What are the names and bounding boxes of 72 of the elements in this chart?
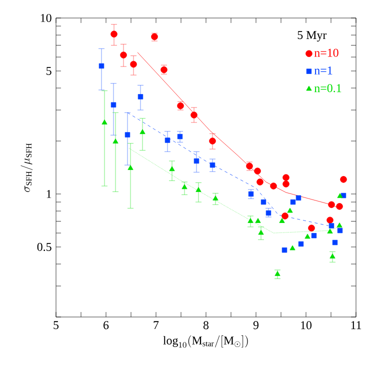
- point: [298, 241, 304, 247]
- point: [110, 30, 118, 38]
- point: [282, 174, 290, 181]
- point: [210, 162, 216, 168]
- x-axis-title: $\log_{10}(\mathrm{M_{star}}/[\mathrm{M}_\odot])$: [163, 335, 248, 348]
- point: [190, 112, 198, 118]
- point: [287, 208, 293, 213]
- point: [120, 52, 127, 58]
- point: [332, 240, 338, 246]
- legend-title: 5 Myr: [298, 31, 327, 42]
- point: [270, 182, 277, 190]
- point: [304, 234, 310, 239]
- point: [140, 129, 146, 134]
- point: [328, 201, 335, 208]
- x-tick-label: 8: [203, 321, 209, 330]
- point: [326, 216, 334, 224]
- point: [102, 120, 108, 124]
- point: [138, 94, 144, 100]
- point: [110, 102, 116, 108]
- point: [112, 138, 118, 144]
- point: [290, 245, 296, 250]
- point: [248, 218, 254, 223]
- point: [254, 168, 261, 174]
- point: [164, 138, 170, 143]
- y-tick-label: 0.5: [37, 242, 52, 252]
- point: [255, 218, 261, 223]
- x-tick-label: 11: [351, 321, 362, 330]
- point: [248, 191, 254, 197]
- point: [308, 224, 315, 232]
- point: [311, 233, 317, 238]
- point: [340, 176, 347, 183]
- legend-label: n=1: [314, 66, 332, 74]
- point: [330, 254, 336, 258]
- legend-label: n=10: [314, 48, 338, 57]
- point: [177, 134, 183, 140]
- point: [260, 199, 266, 205]
- point: [98, 63, 104, 69]
- x-tick-label: 7: [154, 321, 159, 330]
- point: [169, 166, 175, 172]
- point: [282, 212, 288, 220]
- legend-label: n=0.1: [314, 84, 342, 92]
- point: [296, 195, 302, 200]
- y-tick-label: 1: [46, 190, 52, 198]
- point: [328, 223, 334, 228]
- x-tick-label: 9: [253, 321, 258, 330]
- x-tick-label: 5: [54, 321, 59, 330]
- x-tick-label: 10: [301, 321, 312, 330]
- y-tick-label: 5: [46, 67, 52, 75]
- point: [337, 193, 343, 198]
- point: [266, 210, 272, 216]
- point: [337, 228, 343, 234]
- y-axis-title: $\sigma_{\mathrm{SFH}}/\mu_{\mathrm{SFH}}$: [20, 143, 33, 192]
- point: [327, 228, 333, 234]
- point: [336, 203, 343, 210]
- point: [128, 165, 134, 170]
- point: [194, 158, 200, 164]
- point: [282, 180, 290, 188]
- point: [124, 132, 130, 138]
- point: [130, 60, 137, 68]
- point: [182, 184, 188, 190]
- point: [279, 218, 285, 223]
- point: [274, 271, 280, 276]
- x-tick-label: 6: [104, 321, 109, 330]
- point: [209, 138, 216, 144]
- y-tick-label: 10: [40, 14, 52, 22]
- point: [256, 178, 264, 186]
- point: [258, 230, 264, 235]
- point: [212, 196, 218, 200]
- point: [282, 247, 288, 253]
- point: [336, 222, 342, 228]
- point: [196, 187, 202, 192]
- point: [290, 199, 296, 205]
